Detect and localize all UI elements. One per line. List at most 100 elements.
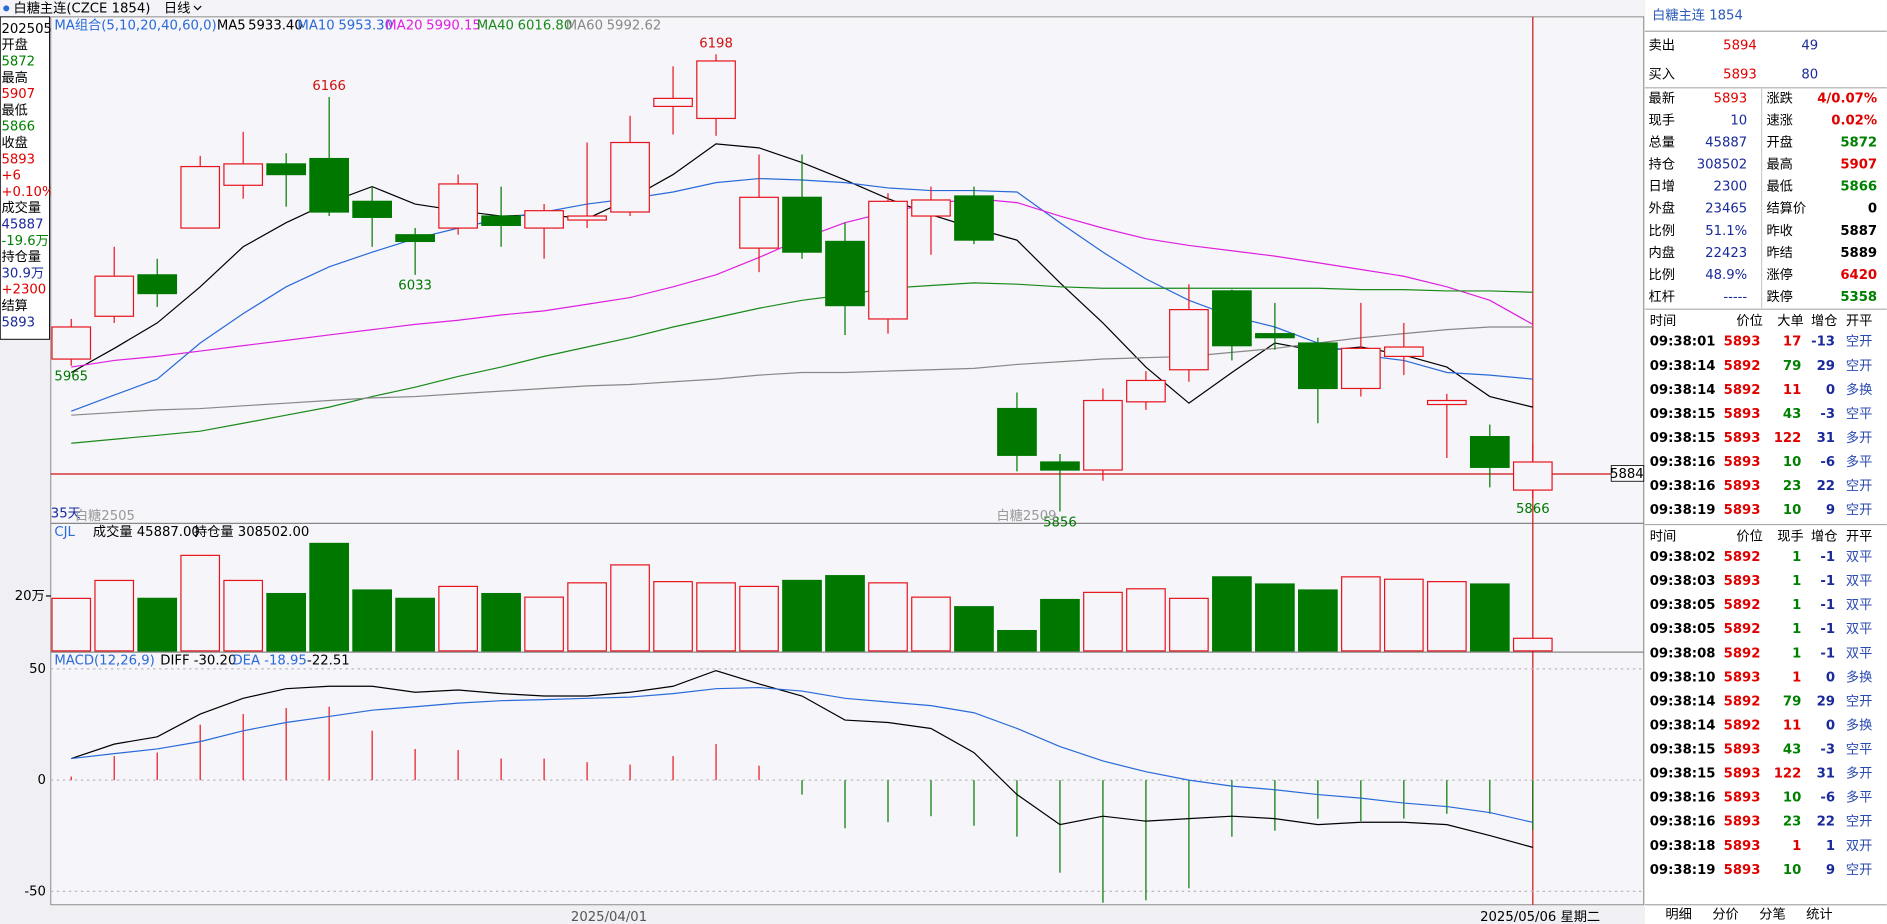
candle-body (954, 195, 994, 241)
cursor-price: 5884 (1610, 467, 1644, 482)
table-cell: 09:38:19 (1650, 863, 1716, 878)
table-cell: 双平 (1846, 550, 1872, 565)
quote-panel (1644, 0, 1887, 924)
table-cell: 1 (1792, 646, 1801, 661)
candle-body (266, 163, 307, 176)
order-qty: 80 (1801, 68, 1818, 83)
candle-body (524, 210, 564, 229)
table-header: 大单 (1777, 313, 1803, 329)
table-cell: 5892 (1724, 646, 1761, 661)
table-cell: 双平 (1846, 646, 1872, 661)
quote-label: 涨跌 (1766, 91, 1792, 107)
table-cell: -1 (1820, 646, 1835, 661)
table-cell: 09:38:14 (1650, 694, 1716, 709)
table-cell: 09:38:15 (1650, 431, 1716, 446)
info-item: 5907 (1, 87, 35, 102)
table-cell: 122 (1774, 767, 1802, 782)
candle-body (1255, 333, 1295, 339)
table-cell: 空开 (1846, 693, 1872, 709)
table-cell: -1 (1820, 574, 1835, 589)
quote-label: 杠杆 (1649, 289, 1675, 305)
quote-label: 外盘 (1649, 200, 1675, 217)
table-cell: 5893 (1724, 335, 1761, 350)
quote-label: 内盘 (1649, 244, 1675, 261)
volume-bar (137, 597, 178, 652)
table-cell: 31 (1817, 767, 1835, 782)
table-cell: 09:38:14 (1650, 383, 1716, 398)
table-cell: 5893 (1724, 670, 1761, 685)
ma-title[interactable]: MA组合(5,10,20,40,60,0) (54, 17, 216, 33)
table-cell: 09:38:02 (1650, 550, 1716, 565)
quote-value: 4/0.07% (1817, 92, 1877, 107)
volume-bar (223, 579, 264, 652)
date-label: 2025/04/01 (571, 910, 647, 924)
table-cell: 多平 (1846, 789, 1872, 806)
table-cell: 11 (1783, 718, 1801, 733)
table-cell: 5893 (1724, 815, 1761, 830)
tab[interactable]: 明细 (1665, 906, 1691, 922)
table-cell: 09:38:14 (1650, 359, 1716, 374)
info-item: 5866 (1, 120, 35, 135)
days-label: 35天 (51, 507, 81, 522)
table-cell: 31 (1817, 431, 1835, 446)
table-cell: 5892 (1724, 718, 1761, 733)
candle-body (309, 157, 350, 213)
period[interactable]: 日线 (164, 0, 190, 16)
quote-value: 5887 (1840, 224, 1877, 239)
info-item: +2300 (1, 283, 46, 298)
volume-bar (1384, 578, 1424, 652)
volume-bar (395, 597, 435, 652)
candle-body (653, 97, 693, 108)
candle-body (997, 407, 1037, 456)
table-cell: 多换 (1846, 381, 1872, 398)
table-header: 时间 (1650, 313, 1676, 329)
volume-bar (94, 579, 135, 652)
table-cell: 5893 (1724, 574, 1761, 589)
candle-body (1298, 342, 1338, 390)
volume-bar (653, 581, 693, 652)
table-header: 增仓 (1811, 313, 1837, 329)
quote-label: 现手 (1649, 113, 1675, 129)
macd-title[interactable]: MACD(12,26,9) (54, 654, 154, 669)
symbol[interactable]: 白糖主连(CZCE 1854) (13, 0, 150, 16)
candle-body (1469, 435, 1510, 468)
tab[interactable]: 统计 (1806, 906, 1832, 922)
table-cell: 10 (1783, 863, 1801, 878)
ma-legend-value: 5990.15 (426, 18, 481, 33)
volume-title[interactable]: CJL (54, 525, 75, 540)
table-header: 开平 (1846, 314, 1872, 329)
volume-bar (610, 564, 650, 652)
table-header: 价位 (1736, 313, 1762, 329)
table-cell: -1 (1820, 598, 1835, 613)
tab[interactable]: 分笔 (1759, 906, 1785, 922)
table-cell: -1 (1820, 550, 1835, 565)
period-dropdown[interactable] (193, 5, 202, 11)
candle-body (137, 274, 178, 295)
quote-value: 45887 (1705, 136, 1747, 151)
volume-bar (438, 585, 478, 652)
volume-bar (825, 575, 865, 652)
info-item: 5872 (1, 54, 35, 69)
volume-bar (1212, 576, 1252, 652)
info-item: 45887 (1, 218, 43, 233)
tab[interactable]: 分价 (1712, 906, 1738, 922)
dea-label: DEA -18.95 (232, 654, 306, 669)
table-cell: 0 (1826, 383, 1835, 398)
info-item: 结算 (1, 298, 27, 314)
candle-body (868, 200, 908, 320)
table-cell: -13 (1811, 335, 1835, 350)
table-cell: 0 (1826, 670, 1835, 685)
ma-legend-value: 5933.40 (248, 18, 303, 33)
info-item: +0.10% (1, 185, 54, 200)
volume-bar (1298, 589, 1338, 652)
quote-value: 23465 (1705, 202, 1747, 217)
candle-body (51, 326, 92, 360)
candle-body (782, 196, 822, 253)
quote-label: 速涨 (1766, 113, 1792, 129)
table-cell: 09:38:15 (1650, 767, 1716, 782)
quote-value: 5872 (1840, 136, 1877, 151)
candle-body (1384, 346, 1424, 357)
price-label: 5965 (54, 370, 88, 385)
candle-body (1040, 461, 1080, 471)
candle-body (610, 141, 650, 213)
